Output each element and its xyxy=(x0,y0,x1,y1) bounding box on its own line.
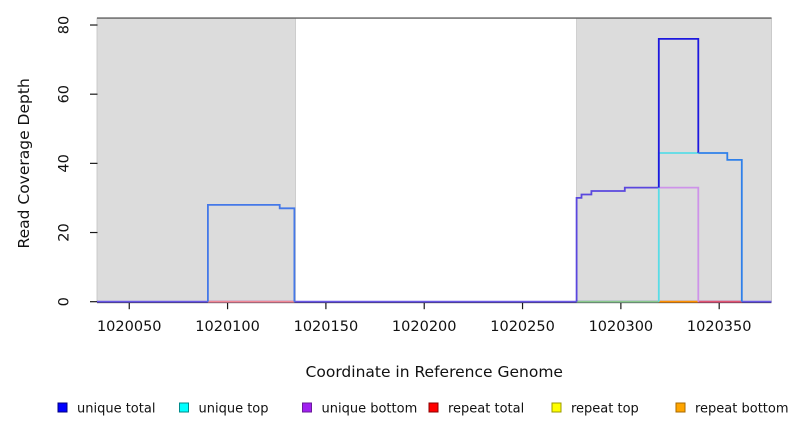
series-line-unique-bottom-violet xyxy=(658,186,700,302)
legend-label-repeat-total: repeat total xyxy=(448,402,524,417)
y-tick-label: 40 xyxy=(57,154,73,172)
legend-swatch-unique-total xyxy=(57,402,68,413)
x-tick-label: 1020150 xyxy=(294,319,359,335)
series-line-unique-bottom-steps xyxy=(575,186,659,302)
y-tick-label: 80 xyxy=(57,16,73,34)
legend-swatch-unique-bottom xyxy=(302,402,312,413)
legend-label-unique-bottom: unique bottom xyxy=(322,402,418,417)
x-tick-label: 1020350 xyxy=(687,319,752,335)
x-axis-title: Coordinate in Reference Genome xyxy=(306,363,563,381)
legend-label-unique-total: unique total xyxy=(77,402,155,417)
repeat-region-left xyxy=(96,17,296,303)
series-line-unique-total-shelf xyxy=(698,152,743,302)
x-tick-label: 1020050 xyxy=(97,319,162,335)
y-tick-label: 60 xyxy=(57,85,73,103)
legend-swatch-repeat-top xyxy=(551,402,562,413)
x-tick-label: 1020300 xyxy=(589,319,654,335)
series-line-unique-total-peak xyxy=(657,38,700,188)
legend-swatch-repeat-total xyxy=(428,402,439,413)
y-axis-title: Read Coverage Depth xyxy=(15,78,33,248)
legend-label-unique-top: unique top xyxy=(199,402,269,417)
y-tick-label: 0 xyxy=(57,297,73,306)
legend-label-repeat-top: repeat top xyxy=(571,402,639,417)
legend-swatch-unique-top xyxy=(179,402,189,413)
x-tick-label: 1020200 xyxy=(392,319,457,335)
x-tick-label: 1020250 xyxy=(490,319,555,335)
y-tick-label: 20 xyxy=(57,223,73,241)
x-tick-label: 1020100 xyxy=(195,319,260,335)
legend-label-repeat-bottom: repeat bottom xyxy=(695,402,789,417)
series-line-unique-total-left-peak xyxy=(206,203,296,302)
legend-swatch-repeat-bottom xyxy=(675,402,686,413)
